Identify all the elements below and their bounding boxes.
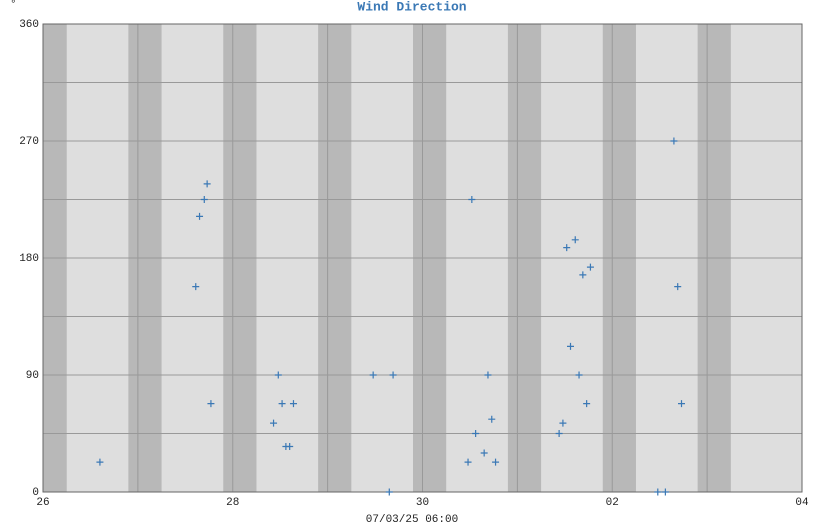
point [389, 371, 397, 379]
point [278, 400, 286, 408]
point [492, 458, 500, 466]
point [207, 400, 215, 408]
x-tick-label: 02 [606, 497, 619, 509]
point [567, 342, 575, 350]
y-tick-label: 360 [19, 19, 39, 31]
x-tick-label: 28 [226, 497, 239, 509]
y-tick-label: 90 [26, 370, 39, 382]
point [472, 430, 480, 437]
point [270, 419, 278, 427]
y-tick-label: 270 [19, 136, 39, 148]
point [484, 371, 492, 379]
x-tick-label: 30 [416, 497, 429, 509]
point [369, 371, 377, 379]
point [678, 400, 686, 408]
point [96, 458, 104, 466]
point [559, 419, 567, 427]
point [468, 196, 476, 203]
x-tick-label: 04 [795, 497, 809, 509]
point [571, 236, 579, 244]
plot-frame [42, 23, 803, 493]
point [654, 488, 662, 496]
point [488, 415, 496, 423]
point [464, 458, 472, 466]
y-tick-label: 180 [19, 253, 39, 265]
point [203, 180, 211, 188]
point [200, 196, 208, 203]
point [555, 430, 563, 437]
x-axis-label: 07/03/25 06:00 [366, 514, 458, 525]
point [196, 212, 204, 220]
point [286, 443, 294, 450]
point [385, 488, 393, 496]
y-axis-label: ° [10, 0, 17, 11]
point [670, 137, 678, 145]
point [192, 283, 200, 291]
point [274, 371, 282, 379]
x-tick-label: 26 [36, 497, 49, 509]
point [674, 283, 682, 291]
point [575, 371, 583, 379]
point [480, 449, 488, 457]
point [661, 488, 669, 496]
chart-title: Wind Direction [357, 0, 466, 14]
point [289, 400, 297, 408]
point [583, 400, 591, 408]
point [586, 263, 594, 271]
y-tick-label: 0 [32, 487, 39, 499]
point [563, 244, 571, 252]
point [579, 271, 587, 279]
